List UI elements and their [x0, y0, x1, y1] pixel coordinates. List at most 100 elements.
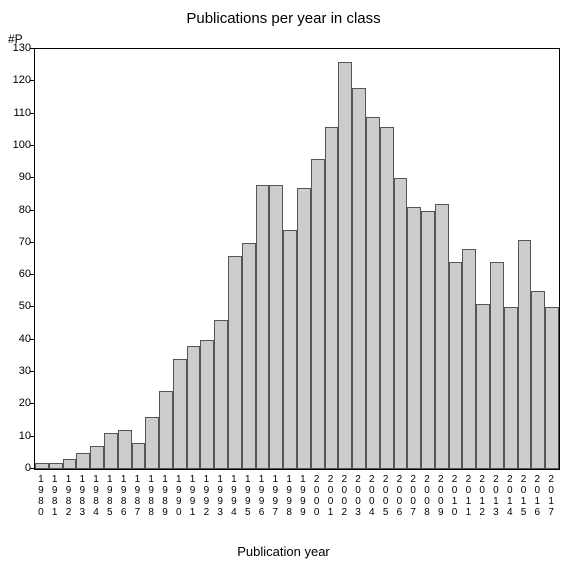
y-tick	[30, 145, 34, 146]
x-tick-label: 2008	[423, 474, 431, 518]
y-tick-label: 130	[5, 42, 31, 54]
x-tick-label: 2010	[451, 474, 459, 518]
y-tick-label: 10	[5, 430, 31, 442]
x-tick-label: 1988	[147, 474, 155, 518]
bar	[228, 256, 242, 469]
x-tick-label: 1983	[78, 474, 86, 518]
y-tick-label: 120	[5, 74, 31, 86]
bar	[145, 417, 159, 469]
x-tick-label: 1984	[92, 474, 100, 518]
x-tick-label: 2005	[382, 474, 390, 518]
x-tick-label: 1986	[120, 474, 128, 518]
bar	[504, 307, 518, 469]
x-tick-label: 1992	[202, 474, 210, 518]
bar	[394, 178, 408, 469]
x-tick-label: 2004	[368, 474, 376, 518]
bar	[242, 243, 256, 469]
bar	[462, 249, 476, 469]
x-tick-label: 2007	[409, 474, 417, 518]
x-axis-title: Publication year	[0, 544, 567, 559]
bar	[200, 340, 214, 469]
bar	[173, 359, 187, 469]
bar	[518, 240, 532, 469]
bar	[311, 159, 325, 469]
y-tick-label: 20	[5, 397, 31, 409]
bar	[380, 127, 394, 469]
x-tick-label: 2001	[326, 474, 334, 518]
x-tick-label: 2014	[506, 474, 514, 518]
x-tick-label: 1999	[299, 474, 307, 518]
y-tick-label: 80	[5, 204, 31, 216]
x-tick-label: 2009	[437, 474, 445, 518]
x-tick-label: 1993	[216, 474, 224, 518]
y-tick	[30, 403, 34, 404]
chart-title: Publications per year in class	[0, 10, 567, 27]
x-tick-label: 2016	[533, 474, 541, 518]
y-tick	[30, 80, 34, 81]
y-tick	[30, 177, 34, 178]
bar	[435, 204, 449, 469]
x-tick-label: 2017	[547, 474, 555, 518]
x-tick-label: 1985	[106, 474, 114, 518]
bar	[214, 320, 228, 469]
y-tick	[30, 48, 34, 49]
y-tick	[30, 274, 34, 275]
y-tick-label: 50	[5, 300, 31, 312]
y-tick-label: 0	[5, 462, 31, 474]
y-tick-label: 30	[5, 365, 31, 377]
bar	[256, 185, 270, 469]
y-tick	[30, 339, 34, 340]
x-tick-label: 1981	[51, 474, 59, 518]
bar	[476, 304, 490, 469]
bar	[63, 459, 77, 469]
x-tick-label: 1987	[133, 474, 141, 518]
bar	[297, 188, 311, 469]
y-tick	[30, 468, 34, 469]
bar	[490, 262, 504, 469]
x-tick-label: 1989	[161, 474, 169, 518]
y-tick-label: 70	[5, 236, 31, 248]
y-tick	[30, 371, 34, 372]
bar	[118, 430, 132, 469]
x-tick-label: 2013	[492, 474, 500, 518]
bar	[421, 211, 435, 469]
x-tick-label: 1994	[230, 474, 238, 518]
x-tick-label: 2000	[313, 474, 321, 518]
y-tick-label: 60	[5, 268, 31, 280]
bar	[132, 443, 146, 469]
bar	[49, 463, 63, 469]
x-tick-label: 1996	[258, 474, 266, 518]
bar	[407, 207, 421, 469]
y-tick-label: 100	[5, 139, 31, 151]
bar	[352, 88, 366, 469]
x-tick-label: 2011	[464, 474, 472, 518]
y-tick	[30, 436, 34, 437]
bar	[159, 391, 173, 469]
plot-area	[34, 48, 560, 470]
bar	[283, 230, 297, 469]
y-tick	[30, 306, 34, 307]
x-tick-label: 2015	[520, 474, 528, 518]
bar	[545, 307, 559, 469]
x-tick-label: 1997	[271, 474, 279, 518]
chart-container: Publications per year in class #P Public…	[0, 0, 567, 567]
y-tick-label: 90	[5, 171, 31, 183]
y-tick-label: 40	[5, 333, 31, 345]
x-tick-label: 2003	[354, 474, 362, 518]
bar	[76, 453, 90, 469]
x-tick-label: 1980	[37, 474, 45, 518]
x-tick-label: 2002	[340, 474, 348, 518]
y-tick	[30, 242, 34, 243]
bar	[366, 117, 380, 469]
x-tick-label: 1995	[244, 474, 252, 518]
bar	[35, 463, 49, 469]
y-tick	[30, 210, 34, 211]
bar	[531, 291, 545, 469]
bar	[269, 185, 283, 469]
x-tick-label: 1982	[64, 474, 72, 518]
bar	[325, 127, 339, 469]
y-tick-label: 110	[5, 107, 31, 119]
x-tick-label: 2012	[478, 474, 486, 518]
x-tick-label: 2006	[395, 474, 403, 518]
bar	[187, 346, 201, 469]
